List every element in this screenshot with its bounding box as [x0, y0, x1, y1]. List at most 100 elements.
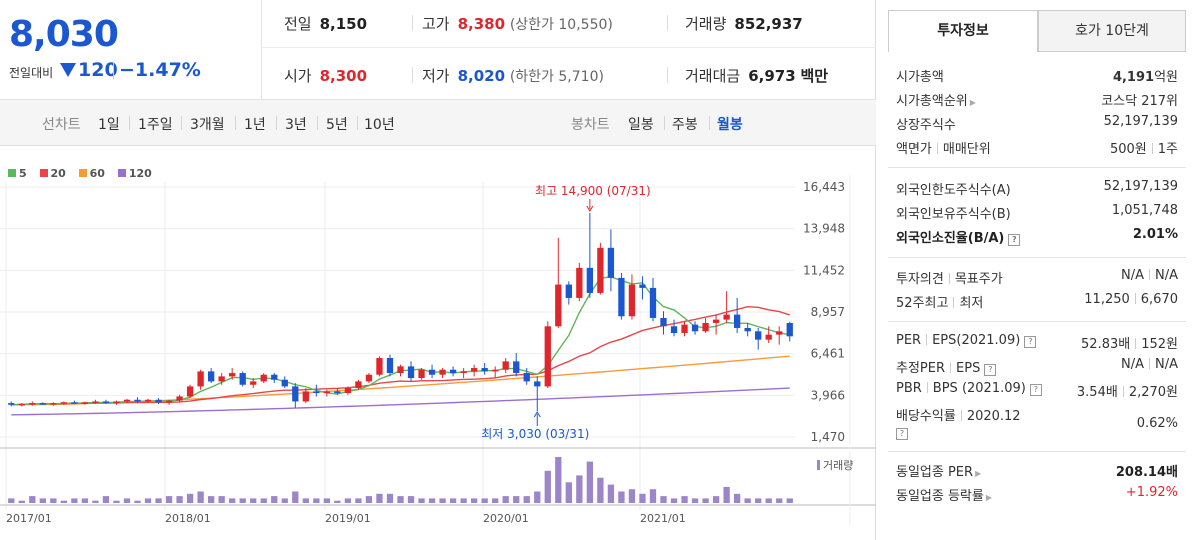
divider — [926, 382, 928, 393]
candle-body — [502, 361, 509, 370]
candle-body — [229, 373, 236, 377]
help-icon[interactable]: ? — [1024, 336, 1037, 348]
volume-bar — [386, 493, 394, 503]
help-icon[interactable]: ? — [984, 364, 997, 376]
divider — [1149, 358, 1150, 369]
volume-bar — [744, 498, 751, 503]
candle-daily[interactable]: 일봉 — [628, 117, 654, 133]
divider — [1149, 269, 1150, 280]
est-eps-label: EPS — [956, 361, 981, 376]
volume-bar — [271, 496, 278, 503]
est-per-label-wrap: 추정PER EPS? — [896, 357, 997, 376]
divider — [235, 116, 236, 130]
caret-right-icon: ▶ — [975, 469, 982, 478]
help-icon[interactable]: ? — [1008, 234, 1021, 246]
candle-monthly[interactable]: 월봉 — [717, 117, 743, 133]
candle-body — [186, 386, 194, 397]
y-tick-label: 6,461 — [811, 347, 845, 361]
divider — [936, 143, 938, 154]
volume-bar — [8, 498, 15, 503]
period-1w[interactable]: 1주일 — [138, 117, 173, 133]
y-tick-label: 16,443 — [803, 180, 845, 194]
volume-bar — [660, 496, 667, 503]
volume-bar — [786, 498, 793, 503]
divider — [709, 116, 710, 130]
candle-body — [712, 319, 720, 323]
sector-chg-label-wrap: 동일업종 등락률 ▶ — [896, 485, 992, 504]
x-tick-label: 2017/01 — [6, 512, 52, 525]
trade-amount: 거래대금 6,973 백만 — [685, 65, 828, 86]
divider — [926, 334, 928, 345]
candle-body — [39, 403, 46, 405]
volume-bar — [92, 500, 99, 503]
divider — [1135, 338, 1137, 349]
period-10y[interactable]: 10년 — [364, 117, 395, 133]
candle-body — [113, 401, 120, 404]
candle-body — [670, 326, 678, 333]
period-1y[interactable]: 1년 — [244, 117, 266, 133]
volume-bar — [418, 498, 425, 503]
candle-body — [639, 284, 646, 288]
candle-body — [218, 376, 225, 382]
prev-close-label: 전일 — [284, 15, 312, 33]
div-date: 2020.12 — [966, 409, 1021, 424]
ma5-line — [11, 276, 790, 406]
divider — [1122, 386, 1124, 397]
candle-body — [597, 247, 604, 293]
volume-bar — [649, 489, 657, 503]
tab-order-book[interactable]: 호가 10단계 — [1038, 10, 1186, 52]
candle-body — [365, 374, 373, 382]
ma120-line — [11, 387, 790, 416]
low-price: 저가 8,020 (하한가 5,710) — [422, 65, 604, 86]
par-value-wrap: 500원 1주 — [1110, 138, 1178, 157]
opinion-label-wrap: 투자의견 목표주가 — [896, 268, 1003, 287]
foreign-ratio-label-wrap: 외국인소진율(B/A)? — [896, 227, 1021, 246]
candle-body — [649, 287, 657, 318]
candle-weekly[interactable]: 주봉 — [672, 117, 698, 133]
rank-label: 시가총액순위 — [896, 94, 968, 109]
divider — [1038, 51, 1186, 52]
line-chart-label: 선차트 — [42, 117, 81, 133]
volume-bar — [50, 498, 57, 503]
volume-bar — [292, 491, 299, 503]
shares-label: 상장주식수 — [896, 118, 956, 133]
price-chart[interactable]: 16,443 13,948 11,452 8,957 6,461 3,966 1,470 20… — [0, 155, 876, 540]
period-5y[interactable]: 5년 — [326, 117, 348, 133]
sector-per-value: 208.14배 — [1115, 465, 1178, 480]
div-label-wrap: 배당수익률 2020.12 — [896, 405, 1021, 424]
help-icon[interactable]: ? — [1029, 384, 1042, 396]
divider — [664, 116, 665, 130]
volume-bar — [639, 493, 646, 503]
pbr-value: 3.54배 — [1076, 385, 1118, 400]
high-price: 고가 8,380 (상한가 10,550) — [422, 13, 613, 34]
volume-bar — [428, 498, 436, 503]
candle-body — [786, 322, 793, 337]
investment-info-panel: 투자정보 호가 10단계 시가총액 4,191억원 시가총액순위 ▶ 코스닥 21… — [888, 10, 1186, 540]
legend-label: 120 — [128, 167, 152, 180]
period-3m[interactable]: 3개월 — [190, 117, 225, 133]
legend-ma120: 120 — [117, 167, 152, 180]
foreign-hold-value: 1,051,748 — [1111, 203, 1178, 218]
candle-body — [544, 326, 551, 387]
prev-day-label: 전일대비 — [9, 66, 54, 80]
candle-body — [18, 403, 25, 406]
open-label: 시가 — [284, 67, 312, 85]
divider — [317, 116, 318, 130]
candle-body — [534, 381, 541, 387]
legend-label: 60 — [89, 167, 105, 180]
divider — [953, 297, 955, 308]
divider — [888, 167, 1186, 168]
help-icon[interactable]: ? — [896, 428, 908, 440]
volume-bar — [702, 498, 709, 503]
volume-bar — [618, 491, 625, 503]
chart-legend: 5 20 60 120 — [8, 167, 161, 180]
candle-body — [197, 371, 204, 387]
candle-body — [323, 391, 331, 394]
period-3y[interactable]: 3년 — [285, 117, 307, 133]
volume-bar — [513, 496, 520, 503]
x-tick-label: 2020/01 — [483, 512, 529, 525]
volume-bar — [165, 496, 173, 503]
candle-body — [407, 366, 415, 379]
tab-investment-info[interactable]: 투자정보 — [888, 10, 1038, 52]
period-1d[interactable]: 1일 — [98, 117, 120, 133]
